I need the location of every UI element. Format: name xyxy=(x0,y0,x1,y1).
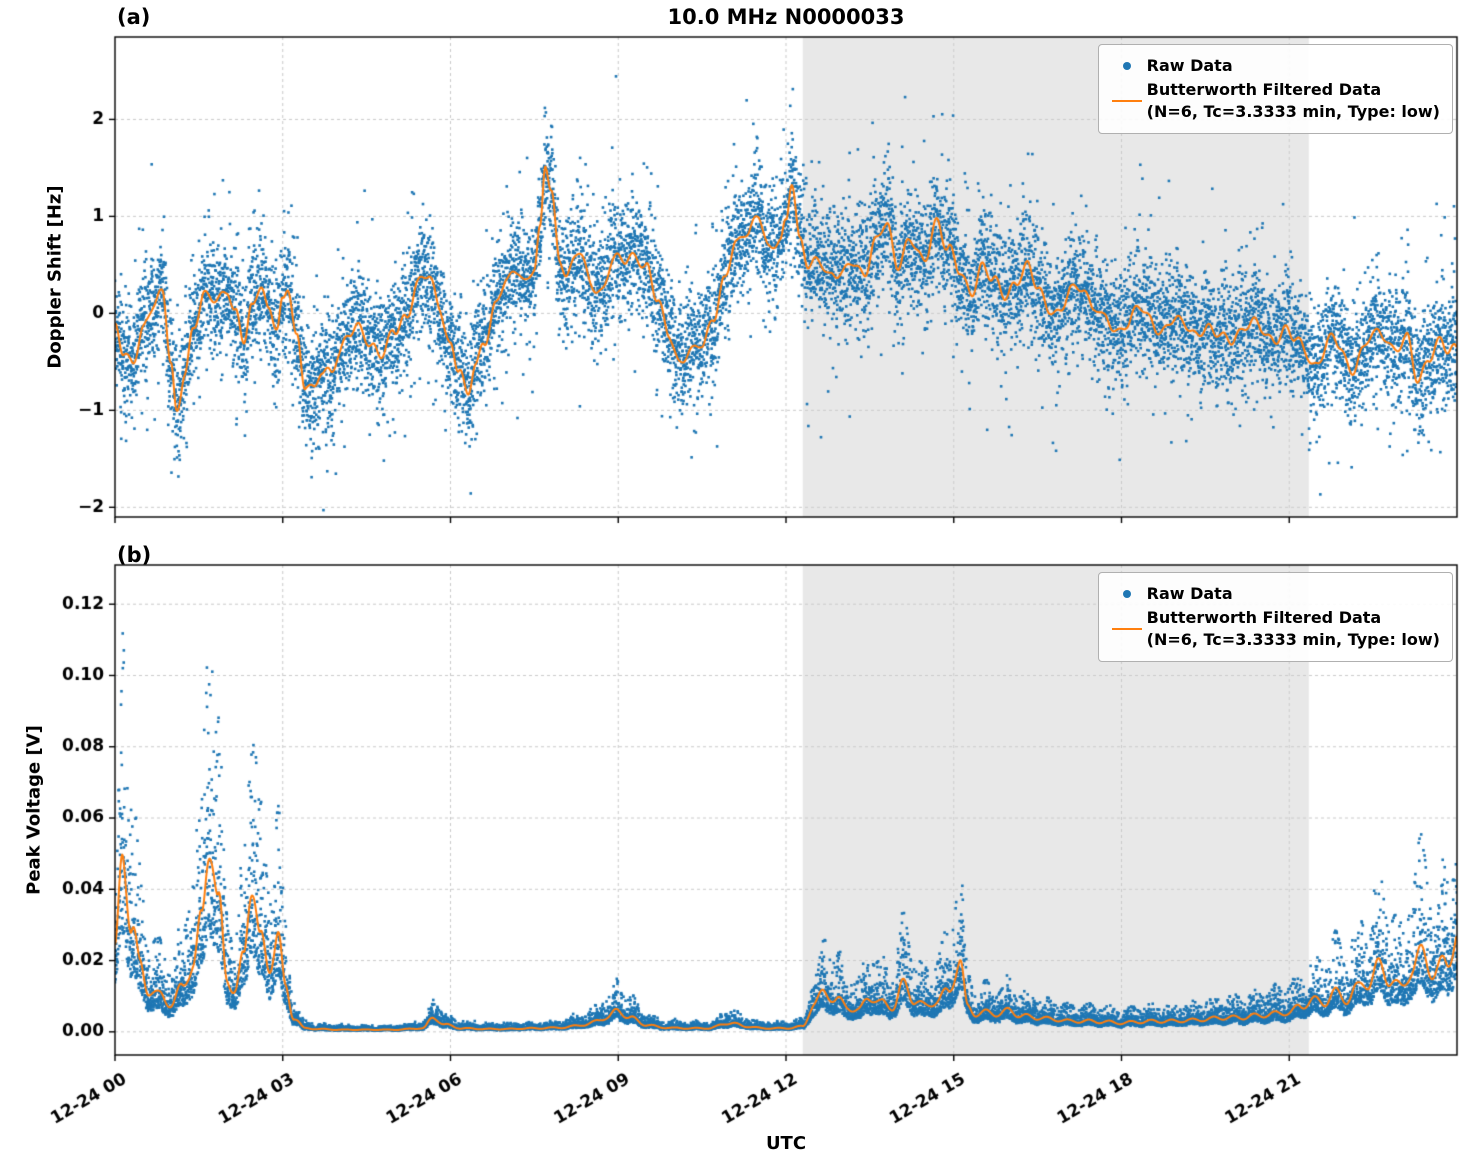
legend-raw-label: Raw Data xyxy=(1146,56,1233,75)
filtered-line-icon xyxy=(1111,100,1142,102)
y-axis-label-b: Peak Voltage [V] xyxy=(23,725,45,895)
legend-entry-raw: Raw Data xyxy=(1107,583,1440,605)
raw-data-marker-icon xyxy=(1122,62,1131,70)
raw-data-marker-icon xyxy=(1122,590,1131,598)
legend-b: Raw Data Butterworth Filtered Data (N=6,… xyxy=(1097,572,1453,662)
legend-filtered-sublabel: (N=6, Tc=3.3333 min, Type: low) xyxy=(1146,101,1440,121)
plot-title: 10.0 MHz N0000033 xyxy=(667,5,905,29)
panel-b-label: (b) xyxy=(117,543,152,567)
legend-a: Raw Data Butterworth Filtered Data (N=6,… xyxy=(1097,44,1453,134)
legend-entry-filtered: Butterworth Filtered Data (N=6, Tc=3.333… xyxy=(1107,79,1440,123)
legend-filtered-label: Butterworth Filtered Data xyxy=(1146,608,1382,627)
x-axis-label: UTC xyxy=(765,1133,807,1154)
panel-a-label: (a) xyxy=(117,5,151,29)
legend-entry-filtered: Butterworth Filtered Data (N=6, Tc=3.333… xyxy=(1107,607,1440,651)
legend-entry-raw: Raw Data xyxy=(1107,55,1440,77)
legend-raw-label: Raw Data xyxy=(1146,584,1233,603)
legend-filtered-sublabel: (N=6, Tc=3.3333 min, Type: low) xyxy=(1146,629,1440,649)
filtered-line-icon xyxy=(1111,628,1142,630)
legend-filtered-label: Butterworth Filtered Data xyxy=(1146,80,1382,99)
y-axis-label-a: Doppler Shift [Hz] xyxy=(44,185,66,369)
